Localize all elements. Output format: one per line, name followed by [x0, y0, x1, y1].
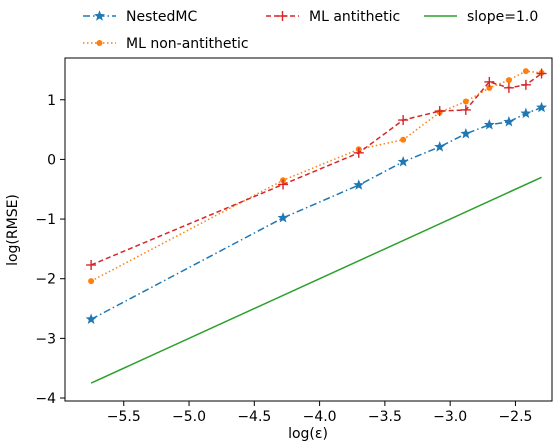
data-point-ml-antithetic — [353, 147, 364, 158]
data-point-nestedmc — [483, 119, 495, 130]
legend-entry-nestedmc: NestedMC — [83, 9, 197, 25]
data-point-nestedmc — [520, 107, 532, 119]
data-point-ml-antithetic — [398, 115, 409, 126]
data-point-ml-antithetic — [484, 76, 495, 87]
data-point-ml-antithetic — [460, 104, 471, 115]
x-tick-label: −2.5 — [498, 409, 532, 425]
plot-area-frame — [64, 57, 553, 402]
y-tick-label: −4 — [35, 391, 56, 407]
series-line-ml-antithetic — [90, 72, 542, 266]
legend-entry-ml-non-antithetic: ML non-antithetic — [83, 36, 249, 52]
x-tick-label: −4.0 — [303, 409, 337, 425]
legend-label-ml-antithetic: ML antithetic — [309, 9, 400, 25]
legend-entry-ml-antithetic: ML antithetic — [266, 9, 400, 25]
series-line-slope-1-0 — [90, 176, 542, 384]
x-tick-label: −3.5 — [368, 409, 402, 425]
data-point-ml-antithetic — [536, 68, 547, 79]
data-point-nestedmc — [460, 127, 472, 139]
x-tick-label: −4.5 — [237, 409, 271, 425]
x-tick-label: −5.0 — [172, 409, 206, 425]
data-point-ml-antithetic — [503, 82, 514, 93]
data-point-nestedmc — [397, 155, 409, 167]
y-tick-label: −2 — [35, 272, 56, 288]
legend-marker-glyph-nestedmc — [93, 10, 106, 21]
data-point-ml-non-antithetic — [522, 68, 529, 75]
x-axis-label: log(ε) — [288, 426, 328, 442]
data-point-ml-antithetic — [520, 79, 531, 90]
series-nestedmc — [85, 101, 548, 324]
data-point-ml-antithetic — [278, 179, 289, 190]
legend-entry-slope: slope=1.0 — [424, 9, 538, 25]
data-point-ml-non-antithetic — [486, 84, 493, 91]
series-layer — [85, 68, 548, 384]
data-point-nestedmc — [434, 141, 446, 152]
y-axis: −4 −3 −2 −1 0 1 — [35, 93, 65, 407]
y-axis-label: log(RMSE) — [5, 194, 21, 266]
series-ml-antithetic — [86, 68, 547, 270]
legend-label-ml-non-antithetic: ML non-antithetic — [126, 36, 249, 52]
y-tick-label: 0 — [47, 152, 56, 168]
legend-label-nestedmc: NestedMC — [126, 9, 197, 25]
legend-marker-ml-non-antithetic — [96, 40, 103, 46]
legend-label-slope: slope=1.0 — [467, 9, 538, 25]
y-tick-label: −3 — [35, 331, 56, 347]
data-point-ml-antithetic — [434, 106, 445, 117]
series-slope-1-0 — [90, 176, 542, 384]
legend-marker-nestedmc — [93, 10, 106, 21]
data-point-nestedmc — [85, 313, 97, 324]
legend-marker-ml-antithetic — [277, 11, 288, 21]
data-point-ml-antithetic — [86, 259, 97, 270]
legend: NestedMC ML antithetic slope=1.0 ML non-… — [83, 9, 538, 52]
data-point-ml-non-antithetic — [462, 98, 469, 105]
legend-marker-glyph-ml-non-antithetic — [96, 40, 103, 46]
x-axis: −5.5 −5.0 −4.5 −4.0 −3.5 −3.0 −2.5 — [107, 401, 532, 425]
data-point-nestedmc — [277, 212, 289, 223]
x-tick-label: −5.5 — [107, 409, 141, 425]
data-point-nestedmc — [503, 116, 515, 127]
y-tick-label: 1 — [47, 93, 56, 109]
x-tick-label: −3.0 — [433, 409, 467, 425]
data-point-nestedmc — [536, 101, 548, 113]
series-ml-non-antithetic — [88, 68, 545, 285]
data-point-nestedmc — [353, 179, 365, 190]
series-line-ml-non-antithetic — [90, 70, 542, 282]
y-tick-label: −1 — [35, 212, 56, 228]
legend-marker-glyph-ml-antithetic — [277, 11, 288, 21]
series-line-nestedmc — [90, 106, 542, 320]
data-point-ml-non-antithetic — [400, 136, 407, 143]
data-point-ml-non-antithetic — [88, 278, 95, 285]
data-point-ml-non-antithetic — [505, 77, 512, 84]
